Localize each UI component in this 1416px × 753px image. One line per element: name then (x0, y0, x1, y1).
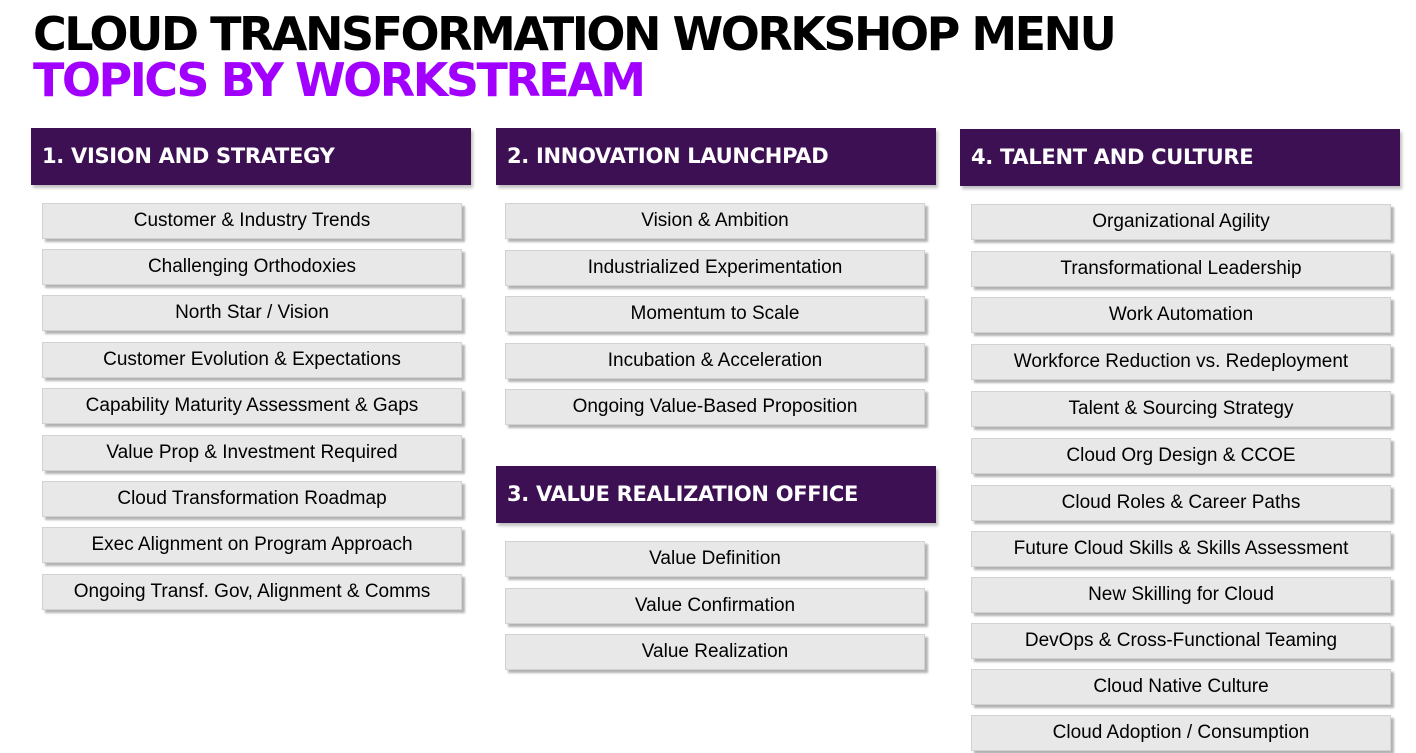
topic-button[interactable]: Value Prop & Investment Required (42, 435, 462, 471)
workstream-header-talent-culture: 4. TALENT AND CULTURE (960, 129, 1400, 186)
topic-button[interactable]: Cloud Org Design & CCOE (971, 438, 1391, 474)
topic-button[interactable]: Incubation & Acceleration (505, 343, 925, 379)
topic-button[interactable]: Cloud Adoption / Consumption (971, 715, 1391, 751)
topic-button[interactable]: Customer Evolution & Expectations (42, 342, 462, 378)
topic-button[interactable]: Vision & Ambition (505, 203, 925, 239)
topic-button[interactable]: Value Realization (505, 634, 925, 670)
workstream-header-vision-strategy: 1. VISION AND STRATEGY (31, 128, 471, 185)
page-subtitle: TOPICS BY WORKSTREAM (33, 53, 646, 107)
topic-button[interactable]: Cloud Transformation Roadmap (42, 481, 462, 517)
topic-button[interactable]: Transformational Leadership (971, 251, 1391, 287)
topic-button[interactable]: Value Definition (505, 541, 925, 577)
topic-button[interactable]: Exec Alignment on Program Approach (42, 527, 462, 563)
topic-button[interactable]: Momentum to Scale (505, 296, 925, 332)
workstream-header-value-realization: 3. VALUE REALIZATION OFFICE (496, 466, 936, 523)
topic-button[interactable]: Cloud Roles & Career Paths (971, 485, 1391, 521)
topic-button[interactable]: DevOps & Cross-Functional Teaming (971, 623, 1391, 659)
topic-button[interactable]: Challenging Orthodoxies (42, 249, 462, 285)
topic-button[interactable]: Ongoing Transf. Gov, Alignment & Comms (42, 574, 462, 610)
topic-button[interactable]: Future Cloud Skills & Skills Assessment (971, 531, 1391, 567)
topic-button[interactable]: Cloud Native Culture (971, 669, 1391, 705)
workstream-header-innovation-launchpad: 2. INNOVATION LAUNCHPAD (496, 128, 936, 185)
topic-button[interactable]: North Star / Vision (42, 295, 462, 331)
topic-button[interactable]: Ongoing Value-Based Proposition (505, 389, 925, 425)
topic-button[interactable]: Industrialized Experimentation (505, 250, 925, 286)
topic-button[interactable]: Customer & Industry Trends (42, 203, 462, 239)
topic-button[interactable]: Talent & Sourcing Strategy (971, 391, 1391, 427)
page-title: CLOUD TRANSFORMATION WORKSHOP MENU (33, 7, 1117, 61)
topic-button[interactable]: Workforce Reduction vs. Redeployment (971, 344, 1391, 380)
topic-button[interactable]: Value Confirmation (505, 588, 925, 624)
topic-button[interactable]: Capability Maturity Assessment & Gaps (42, 388, 462, 424)
topic-button[interactable]: Work Automation (971, 297, 1391, 333)
topic-button[interactable]: New Skilling for Cloud (971, 577, 1391, 613)
topic-button[interactable]: Organizational Agility (971, 204, 1391, 240)
